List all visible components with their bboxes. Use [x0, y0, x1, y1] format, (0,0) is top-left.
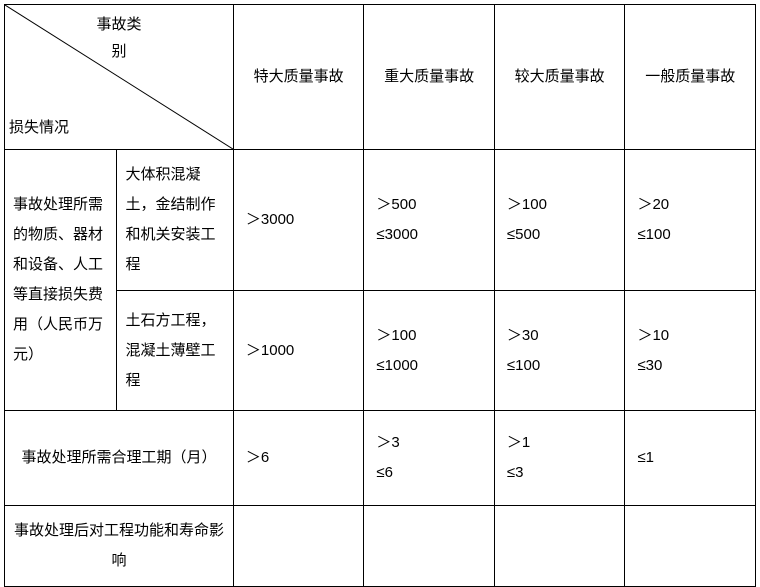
row1-sub2-c4: ＞10 ≤30 [625, 291, 756, 411]
col-header-3: 较大质量事故 [494, 5, 625, 150]
diag-top-label: 事故类 别 [5, 11, 233, 65]
row2-c1: ＞6 [233, 411, 364, 506]
row1-sub2-label: 土石方工程，混凝土薄壁工程 [117, 291, 233, 411]
row1-sub2-c1: ＞1000 [233, 291, 364, 411]
row1-sub1-c1: ＞3000 [233, 150, 364, 291]
row3-c2 [364, 506, 495, 587]
table-row: 事故处理所需合理工期（月） ＞6 ＞3 ≤6 ＞1 ≤3 ≤1 [5, 411, 756, 506]
table-row: 事故处理后对工程功能和寿命影响 [5, 506, 756, 587]
row3-c4 [625, 506, 756, 587]
accident-classification-table: 事故类 别 损失情况 特大质量事故 重大质量事故 较大质量事故 一般质量事故 事… [4, 4, 756, 587]
row2-c2: ＞3 ≤6 [364, 411, 495, 506]
row1-sub1-label: 大体积混凝土，金结制作和机关安装工程 [117, 150, 233, 291]
diag-top-l1: 事故类 [96, 16, 141, 33]
col-header-4: 一般质量事故 [625, 5, 756, 150]
col-header-1: 特大质量事故 [233, 5, 364, 150]
row1-label: 事故处理所需的物质、器材和设备、人工等直接损失费用（人民币万元） [5, 150, 117, 411]
row3-label: 事故处理后对工程功能和寿命影响 [5, 506, 234, 587]
row2-label: 事故处理所需合理工期（月） [5, 411, 234, 506]
row1-sub1-c3: ＞100 ≤500 [494, 150, 625, 291]
table-row: 土石方工程，混凝土薄壁工程 ＞1000 ＞100 ≤1000 ＞30 ≤100 … [5, 291, 756, 411]
row2-c4: ≤1 [625, 411, 756, 506]
row1-sub2-c2: ＞100 ≤1000 [364, 291, 495, 411]
header-row: 事故类 别 损失情况 特大质量事故 重大质量事故 较大质量事故 一般质量事故 [5, 5, 756, 150]
diag-top-l2: 别 [111, 43, 126, 60]
table-row: 事故处理所需的物质、器材和设备、人工等直接损失费用（人民币万元） 大体积混凝土，… [5, 150, 756, 291]
row1-sub1-c4: ＞20 ≤100 [625, 150, 756, 291]
row1-sub2-c3: ＞30 ≤100 [494, 291, 625, 411]
row1-sub1-c2: ＞500 ≤3000 [364, 150, 495, 291]
col-header-2: 重大质量事故 [364, 5, 495, 150]
diagonal-header: 事故类 别 损失情况 [5, 5, 234, 150]
row2-c3: ＞1 ≤3 [494, 411, 625, 506]
row3-c3 [494, 506, 625, 587]
diag-bottom-label: 损失情况 [9, 113, 69, 143]
row3-c1 [233, 506, 364, 587]
